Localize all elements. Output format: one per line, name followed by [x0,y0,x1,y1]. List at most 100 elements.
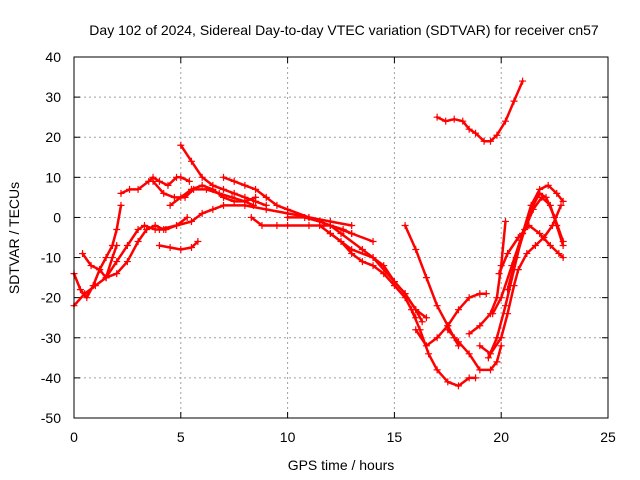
data-point [241,201,249,209]
data-point [487,137,495,145]
data-point [134,225,142,233]
data-point [177,246,185,254]
data-point [418,318,426,326]
y-tick-label: -40 [41,370,61,386]
data-point [241,193,249,201]
data-point [123,258,131,266]
data-point [523,250,531,258]
data-point [433,334,441,342]
data-point [465,374,473,382]
series-line [497,224,565,275]
y-tick-label: 10 [45,169,61,185]
y-tick-label: -10 [41,250,61,266]
ticks-layer: 0 5 10 15 20 25 -50 -40 -30 -20 -10 0 10 20 30 40 [41,49,616,445]
grid-layer [74,57,608,418]
data-point [185,177,193,185]
data-point [187,244,195,252]
data-point [555,250,563,258]
data-point [134,185,142,193]
data-point [337,229,345,237]
data-point [559,242,567,250]
data-point [252,185,260,193]
data-point [476,290,484,298]
data-point [241,181,249,189]
data-point [149,177,157,185]
data-point [166,244,174,252]
data-point [504,310,512,318]
data-point [284,213,292,221]
data-point [504,286,512,294]
series-line [467,220,507,336]
data-point [538,193,546,201]
data-point [536,189,544,197]
series-line [158,240,200,251]
series-pass-z [495,221,567,278]
series-pass-h [166,181,260,209]
data-point [482,290,490,298]
data-point [79,250,87,258]
data-point [472,129,480,137]
data-point [173,221,181,229]
series-pass-r [412,290,490,350]
x-tick-label: 5 [177,429,185,445]
data-point [459,117,467,125]
data-point [358,258,366,266]
y-tick-label: -50 [41,410,61,426]
data-point [126,185,134,193]
data-point [348,246,356,254]
data-point [326,221,334,229]
data-point [559,197,567,205]
data-point [501,217,509,225]
data-point [444,378,452,386]
data-point [433,366,441,374]
data-point [501,117,509,125]
data-point [220,201,228,209]
series-pass-q [407,306,480,390]
data-point [230,197,238,205]
series-pass-i [177,141,270,209]
y-tick-label: 20 [45,129,61,145]
data-point [187,185,195,193]
x-tick-label: 15 [387,429,403,445]
x-axis-label: GPS time / hours [288,457,395,473]
x-tick-label: 0 [70,429,78,445]
data-point [480,137,488,145]
data-point [273,201,281,209]
data-point [412,246,420,254]
series-pass-y [504,193,567,294]
x-tick-label: 20 [493,429,509,445]
y-axis-label: SDTVAR / TECUs [6,182,22,294]
x-tick-label: 25 [600,429,616,445]
data-point [301,213,309,221]
data-point [546,201,554,209]
data-point [390,278,398,286]
data-point [412,326,420,334]
series-line [329,232,424,323]
data-point [252,197,260,205]
data-point [493,334,501,342]
data-point [484,354,492,362]
y-tick-label: 40 [45,49,61,65]
data-point [380,270,388,278]
data-point [262,193,270,201]
data-point [504,250,512,258]
data-point [102,254,110,262]
data-point [273,221,281,229]
data-point [348,229,356,237]
data-layer [70,77,567,390]
data-point [209,181,217,189]
data-point [326,229,334,237]
series-pass-p [401,221,462,350]
data-point [544,181,552,189]
series-pass-e [117,173,193,197]
data-point [510,97,518,105]
data-point [476,322,484,330]
plot-frame [73,56,609,419]
y-tick-label: -30 [41,330,61,346]
data-point [465,350,473,358]
data-point [316,221,324,229]
data-point [134,238,142,246]
data-point [284,221,292,229]
series-line [410,308,477,388]
